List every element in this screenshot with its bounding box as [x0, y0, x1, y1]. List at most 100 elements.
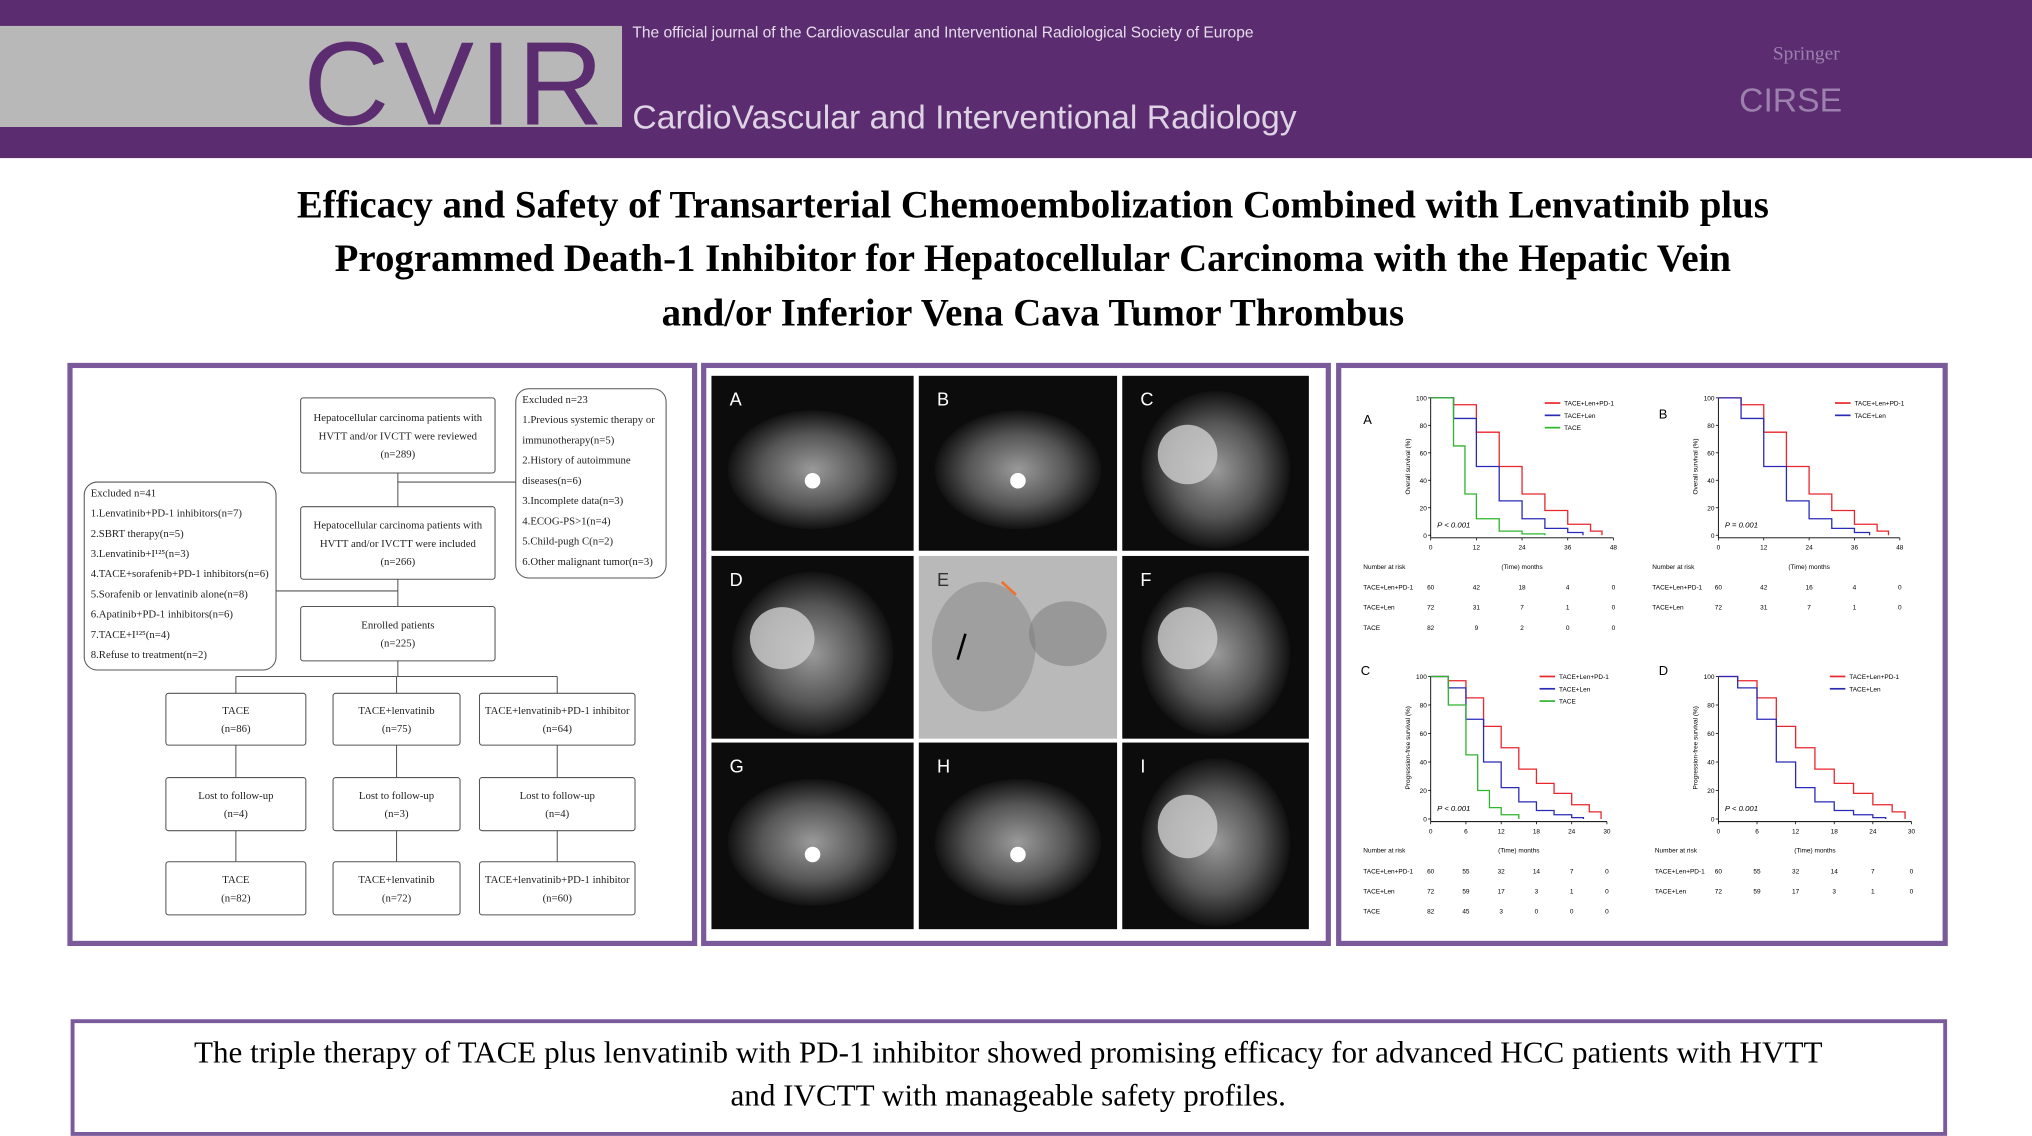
y-tick-label: 20 [1707, 505, 1715, 512]
x-tick-label: 12 [1473, 544, 1481, 551]
risk-count: 31 [1760, 605, 1768, 612]
risk-count: 0 [1566, 625, 1570, 632]
tagline: The official journal of the Cardiovascul… [632, 25, 1253, 42]
title: Efficacy and Safety of Transarterial Che… [297, 184, 1769, 335]
survival-curve [1718, 397, 1890, 536]
flow-text: (n=72) [382, 892, 412, 904]
image-label: H [937, 756, 950, 776]
risk-count: 1 [1566, 605, 1570, 612]
legend-label: TACE+Len [1849, 686, 1881, 693]
flow-text: Lost to follow-up [198, 790, 273, 802]
survival-curve [1430, 675, 1585, 820]
flow-text: (n=4) [545, 808, 569, 820]
y-axis-label: Progression-free survival (%) [1405, 706, 1412, 789]
panel-flowchart [67, 362, 698, 947]
flow-box [515, 388, 667, 579]
risk-count: 7 [1807, 605, 1811, 612]
risk-count: 72 [1715, 889, 1723, 896]
risk-count: 3 [1832, 889, 1836, 896]
risk-count: 55 [1462, 868, 1470, 875]
survival-curve [1718, 675, 1906, 820]
x-tick-label: 24 [1869, 828, 1877, 835]
y-axis-label: Overall survival (%) [1405, 438, 1412, 494]
conclusion-line: and IVCTT with manageable safety profile… [730, 1077, 1285, 1112]
flow-text: TACE+lenvatinib+PD-1 inhibitor [485, 874, 630, 886]
image-label: A [730, 390, 743, 410]
risk-row-label: TACE [1363, 625, 1380, 632]
legend-label: TACE [1564, 425, 1581, 432]
flow-text: (n=266) [380, 556, 415, 568]
image-body [934, 410, 1102, 530]
risk-count: 0 [1570, 909, 1574, 916]
y-tick-label: 60 [1420, 731, 1428, 738]
panel-label: B [1659, 407, 1668, 422]
flow-text: (n=86) [221, 723, 251, 735]
flow-text: TACE+lenvatinib+PD-1 inhibitor [485, 705, 630, 717]
risk-count: 0 [1612, 605, 1616, 612]
logo-strip [0, 25, 623, 127]
title-line: Programmed Death-1 Inhibitor for Hepatoc… [335, 237, 1732, 280]
panel-label: D [1659, 663, 1668, 678]
risk-count: 0 [1898, 585, 1902, 592]
society: CIRSE [1739, 82, 1842, 119]
flow-text: (n=82) [221, 892, 251, 904]
risk-count: 32 [1498, 868, 1506, 875]
y-tick-label: 60 [1707, 731, 1715, 738]
risk-row-label: TACE+Len+PD-1 [1652, 585, 1702, 592]
y-axis-label: Progression-free survival (%) [1693, 706, 1700, 789]
conclusion-box [70, 1019, 1948, 1136]
risk-count: 0 [1605, 868, 1609, 875]
risk-title: Number at risk [1363, 848, 1406, 855]
flow-text: 3.Incomplete data(n=3) [522, 495, 623, 507]
x-tick-label: 36 [1851, 544, 1859, 551]
risk-count: 18 [1518, 585, 1526, 592]
legend-label: TACE+Len+PD-1 [1564, 401, 1614, 408]
x-tick-label: 12 [1760, 544, 1768, 551]
survival-curve [1430, 675, 1520, 820]
image-shade [1028, 601, 1107, 667]
image-organ [1157, 607, 1218, 670]
x-tick-label: 48 [1896, 544, 1904, 551]
risk-row-label: TACE+Len [1363, 605, 1395, 612]
image-label: I [1140, 756, 1145, 776]
image-body [727, 410, 898, 530]
flow-text: 2.History of autoimmune [522, 455, 631, 467]
flow-text: (n=289) [380, 448, 415, 460]
flow-text: TACE+lenvatinib [358, 705, 434, 717]
risk-count: 7 [1520, 605, 1524, 612]
flow-text: 2.SBRT therapy(n=5) [91, 528, 184, 540]
risk-row-label: TACE+Len+PD-1 [1363, 585, 1413, 592]
risk-count: 7 [1871, 868, 1875, 875]
image-label: B [937, 390, 949, 410]
flow-text: immunotherapy(n=5) [522, 434, 614, 446]
risk-count: 72 [1715, 605, 1723, 612]
panel-label: C [1361, 663, 1370, 678]
survival-curve [1430, 397, 1603, 536]
x-tick-label: 12 [1792, 828, 1800, 835]
y-tick-label: 60 [1420, 450, 1428, 457]
y-tick-label: 100 [1704, 395, 1715, 402]
risk-count: 4 [1853, 585, 1857, 592]
flow-text: Excluded n=41 [91, 487, 156, 499]
risk-count: 82 [1427, 909, 1435, 916]
x-axis-label: (Time) months [1498, 848, 1539, 855]
y-tick-label: 0 [1423, 817, 1427, 824]
panel-survival [1336, 362, 1948, 947]
p-value: P = 0.001 [1725, 520, 1758, 529]
survival-curve [1430, 675, 1602, 820]
risk-count: 3 [1535, 889, 1539, 896]
risk-title: Number at risk [1652, 564, 1695, 571]
risk-row-label: TACE+Len [1363, 889, 1395, 896]
risk-count: 0 [1612, 625, 1616, 632]
risk-count: 16 [1805, 585, 1813, 592]
survival-curve [1718, 397, 1871, 536]
flow-text: (n=60) [543, 892, 573, 904]
y-tick-label: 20 [1420, 788, 1428, 795]
flow-text: 3.Lenvatinib+I¹²⁵(n=3) [91, 548, 190, 560]
risk-count: 82 [1427, 625, 1435, 632]
x-tick-label: 0 [1717, 828, 1721, 835]
risk-title: Number at risk [1363, 564, 1406, 571]
